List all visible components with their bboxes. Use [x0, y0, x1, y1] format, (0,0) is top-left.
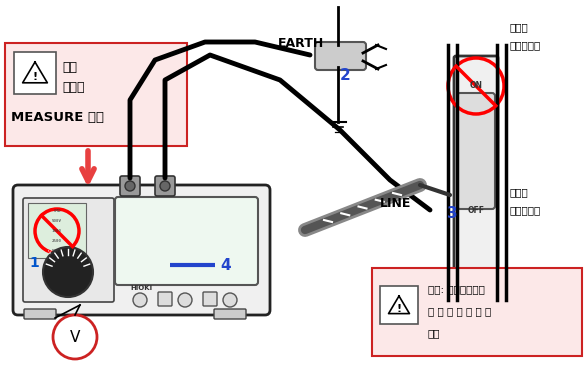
FancyBboxPatch shape: [454, 56, 498, 280]
Text: 注意: 注意: [62, 61, 77, 74]
Text: 不按下: 不按下: [62, 81, 85, 94]
Text: 5000: 5000: [52, 249, 62, 253]
FancyBboxPatch shape: [5, 43, 187, 146]
Text: ON: ON: [470, 81, 483, 90]
Text: 500V: 500V: [52, 219, 62, 223]
Text: （次级侧）: （次级侧）: [510, 205, 541, 215]
Text: 注意: 请务必连接到: 注意: 请务必连接到: [428, 284, 485, 294]
FancyBboxPatch shape: [380, 286, 418, 324]
FancyBboxPatch shape: [155, 176, 175, 196]
FancyBboxPatch shape: [315, 42, 366, 70]
Text: 2500: 2500: [52, 239, 62, 243]
Text: 电源侧: 电源侧: [510, 22, 529, 32]
Text: !: !: [396, 304, 402, 314]
Circle shape: [43, 247, 93, 297]
Text: LINE: LINE: [380, 197, 411, 210]
FancyBboxPatch shape: [23, 198, 114, 302]
Text: 上。: 上。: [428, 328, 440, 338]
Text: V: V: [48, 250, 52, 255]
FancyBboxPatch shape: [214, 309, 246, 319]
Text: 断 路 器 的 次 级 侧: 断 路 器 的 次 级 侧: [428, 306, 491, 316]
Text: 2: 2: [340, 68, 351, 83]
FancyBboxPatch shape: [13, 185, 270, 315]
Circle shape: [160, 181, 170, 191]
FancyBboxPatch shape: [120, 176, 140, 196]
Circle shape: [223, 293, 237, 307]
FancyBboxPatch shape: [158, 292, 172, 306]
Text: OFF: OFF: [467, 206, 484, 215]
FancyBboxPatch shape: [372, 268, 582, 356]
Text: 0MΩ: 0MΩ: [53, 209, 60, 213]
FancyBboxPatch shape: [203, 292, 217, 306]
Text: 3: 3: [447, 206, 458, 221]
FancyBboxPatch shape: [24, 309, 56, 319]
Text: !: !: [32, 72, 38, 82]
FancyBboxPatch shape: [28, 203, 86, 258]
Text: 1000: 1000: [52, 229, 62, 233]
FancyBboxPatch shape: [457, 93, 495, 209]
Circle shape: [178, 293, 192, 307]
Text: 负载侧: 负载侧: [510, 187, 529, 197]
Text: MEASURE 键。: MEASURE 键。: [11, 111, 104, 124]
FancyBboxPatch shape: [14, 52, 56, 94]
Circle shape: [53, 315, 97, 359]
Circle shape: [133, 293, 147, 307]
Text: （初级侧）: （初级侧）: [510, 40, 541, 50]
Text: HIOKI: HIOKI: [130, 285, 152, 291]
Text: 1: 1: [29, 256, 39, 270]
FancyBboxPatch shape: [115, 197, 258, 285]
Text: 4: 4: [220, 257, 231, 273]
Circle shape: [125, 181, 135, 191]
Text: V: V: [70, 330, 80, 345]
Text: EARTH: EARTH: [278, 37, 324, 50]
